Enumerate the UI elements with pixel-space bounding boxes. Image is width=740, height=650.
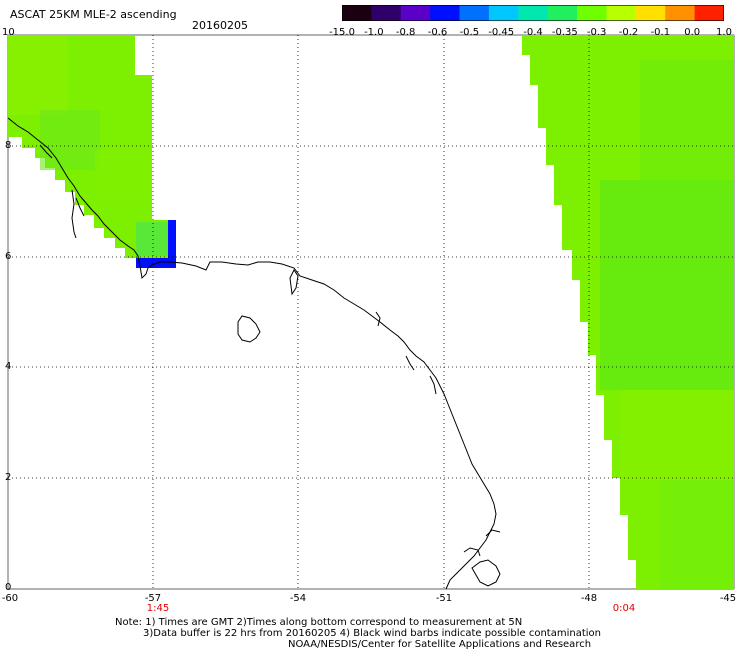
note-line-2: 3)Data buffer is 22 hrs from 20160205 4)… [143, 628, 601, 639]
swath-left-patch [136, 222, 168, 256]
colorbar-segment [400, 5, 431, 21]
swath-right [522, 35, 734, 589]
colorbar-segment [459, 5, 490, 21]
colorbar-segment [577, 5, 608, 21]
note-line-1: Note: 1) Times are GMT 2)Times along bot… [115, 617, 523, 628]
lat-label-2: 2 [5, 472, 12, 483]
swath-right-patch [620, 390, 734, 480]
lat-label-4: 4 [5, 361, 12, 372]
swath-right-patch [640, 60, 734, 180]
lon-label-51: -51 [435, 593, 453, 604]
colorbar-tick-label: -0.45 [488, 27, 515, 38]
colorbar-segment [547, 5, 578, 21]
lat-label-0: 0 [5, 582, 12, 593]
colorbar-labels: -15.0 -1.0 -0.8 -0.6 -0.5 -0.45 -0.4 -0.35 -0.3-… [0, 27, 740, 39]
colorbar-segment [665, 5, 696, 21]
swath-left-patch [95, 150, 152, 200]
time-label-right: 0:04 [612, 603, 636, 614]
swath-left [8, 35, 176, 268]
colorbar-tick-label: -0.5 [459, 27, 480, 38]
colorbar-segment [518, 5, 549, 21]
lon-label-48: -48 [580, 593, 598, 604]
swath-left-patch [40, 110, 100, 170]
lon-label-54: -54 [289, 593, 307, 604]
lon-label-60: -60 [1, 593, 19, 604]
coastline [7, 117, 501, 590]
colorbar-tick-label: -0.2 [618, 27, 639, 38]
map-date: 20160205 [192, 19, 248, 32]
colorbar-tick-label: -0.1 [650, 27, 671, 38]
colorbar [342, 5, 724, 21]
grid [8, 35, 734, 589]
lat-label-10: 10 [2, 27, 15, 38]
swath-left-patch [8, 35, 68, 115]
lon-label-57: -57 [144, 593, 162, 604]
swath-left-blue-cell [168, 220, 176, 268]
colorbar-segment [635, 5, 666, 21]
colorbar-tick-label: -0.4 [523, 27, 543, 38]
swath-right-patch [660, 480, 734, 589]
colorbar-segment [371, 5, 402, 21]
colorbar-segment [430, 5, 461, 21]
note-line-3: NOAA/NESDIS/Center for Satellite Applica… [288, 639, 592, 650]
map-title: ASCAT 25KM MLE-2 ascending [10, 8, 177, 21]
colorbar-tick-label: 0.0 [684, 27, 701, 38]
lon-label-45: -45 [719, 593, 737, 604]
colorbar-segment [606, 5, 637, 21]
swath-right-patch [600, 180, 734, 390]
colorbar-tick-label: 1.0 [716, 27, 732, 38]
colorbar-segment [694, 5, 724, 21]
colorbar-tick-label: -0.8 [395, 27, 416, 38]
colorbar-tick-label: -15.0 [329, 27, 355, 38]
lat-label-6: 6 [5, 251, 12, 262]
lat-label-8: 8 [5, 140, 12, 151]
colorbar-segment [342, 5, 372, 21]
colorbar-tick-label: -1.0 [364, 27, 384, 38]
colorbar-tick-label: -0.3 [586, 27, 607, 38]
colorbar-tick-label: -0.6 [427, 27, 448, 38]
footer-notes: Note: 1) Times are GMT 2)Times along bot… [115, 617, 601, 650]
time-label-left: 1:45 [146, 603, 170, 614]
colorbar-tick-label: -0.35 [551, 27, 578, 38]
colorbar-segment [488, 5, 519, 21]
